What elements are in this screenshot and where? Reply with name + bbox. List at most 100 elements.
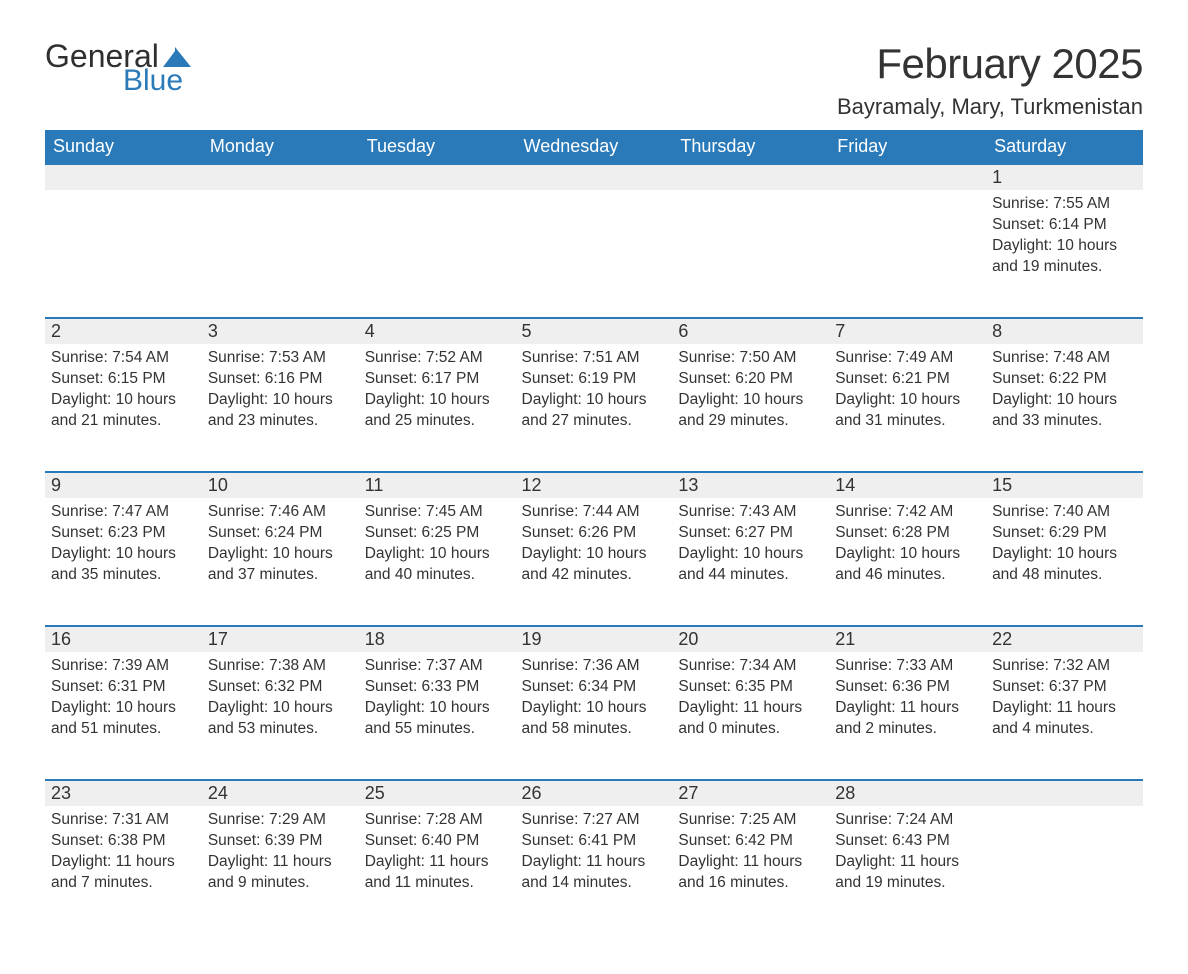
- day-number-cell: [202, 164, 359, 190]
- sunrise-line: Sunrise: 7:54 AM: [51, 348, 196, 369]
- day-body-cell: Sunrise: 7:47 AMSunset: 6:23 PMDaylight:…: [45, 498, 202, 626]
- sunset-line: Sunset: 6:24 PM: [208, 523, 353, 544]
- day-body-cell: Sunrise: 7:38 AMSunset: 6:32 PMDaylight:…: [202, 652, 359, 780]
- sunrise-line: Sunrise: 7:31 AM: [51, 810, 196, 831]
- sunset-line: Sunset: 6:31 PM: [51, 677, 196, 698]
- day-body-cell: Sunrise: 7:42 AMSunset: 6:28 PMDaylight:…: [829, 498, 986, 626]
- weekday-header: Sunday: [45, 130, 202, 164]
- day-number-cell: 25: [359, 780, 516, 806]
- sunrise-line: Sunrise: 7:29 AM: [208, 810, 353, 831]
- sunrise-line: Sunrise: 7:24 AM: [835, 810, 980, 831]
- sunrise-line: Sunrise: 7:53 AM: [208, 348, 353, 369]
- daylight-line: Daylight: 10 hours and 27 minutes.: [522, 390, 667, 432]
- day-body-cell: Sunrise: 7:43 AMSunset: 6:27 PMDaylight:…: [672, 498, 829, 626]
- day-number-row: 1: [45, 164, 1143, 190]
- day-number-cell: 4: [359, 318, 516, 344]
- sunrise-line: Sunrise: 7:28 AM: [365, 810, 510, 831]
- day-body-row: Sunrise: 7:39 AMSunset: 6:31 PMDaylight:…: [45, 652, 1143, 780]
- day-body-row: Sunrise: 7:47 AMSunset: 6:23 PM Daylight:…: [45, 498, 1143, 626]
- daylight-line: Daylight: 11 hours and 4 minutes.: [992, 698, 1137, 740]
- day-body-cell: Sunrise: 7:29 AMSunset: 6:39 PMDaylight:…: [202, 806, 359, 934]
- sunrise-line: Sunrise: 7:33 AM: [835, 656, 980, 677]
- sunrise-line: Sunrise: 7:38 AM: [208, 656, 353, 677]
- daylight-line: Daylight: 11 hours and 9 minutes.: [208, 852, 353, 894]
- day-number-row: 232425262728: [45, 780, 1143, 806]
- day-number-cell: 14: [829, 472, 986, 498]
- day-number-cell: [672, 164, 829, 190]
- daylight-line: Daylight: 11 hours and 2 minutes.: [835, 698, 980, 740]
- daylight-line: Daylight: 10 hours and 25 minutes.: [365, 390, 510, 432]
- day-body-cell: Sunrise: 7:34 AMSunset: 6:35 PMDaylight:…: [672, 652, 829, 780]
- sunset-line: Sunset: 6:14 PM: [992, 215, 1137, 236]
- day-number-cell: 22: [986, 626, 1143, 652]
- daylight-line: Daylight: 10 hours and 53 minutes.: [208, 698, 353, 740]
- sunset-line: Sunset: 6:33 PM: [365, 677, 510, 698]
- header: General Blue February 2025 Bayramaly, Ma…: [45, 40, 1143, 120]
- daylight-line: Daylight: 10 hours and 33 minutes.: [992, 390, 1137, 432]
- calendar-table: SundayMondayTuesdayWednesdayThursdayFrid…: [45, 130, 1143, 934]
- sunrise-line: Sunrise: 7:49 AM: [835, 348, 980, 369]
- day-number-cell: 18: [359, 626, 516, 652]
- day-number-cell: 5: [516, 318, 673, 344]
- day-number-row: 2345678: [45, 318, 1143, 344]
- day-number-cell: 1: [986, 164, 1143, 190]
- daylight-line: Daylight: 10 hours and 40 minutes.: [365, 544, 510, 586]
- title-block: February 2025 Bayramaly, Mary, Turkmenis…: [837, 40, 1143, 120]
- sunset-line: Sunset: 6:42 PM: [678, 831, 823, 852]
- day-number-cell: 12: [516, 472, 673, 498]
- daylight-line: Daylight: 10 hours and 37 minutes.: [208, 544, 353, 586]
- day-number-cell: 10: [202, 472, 359, 498]
- sunrise-line: Sunrise: 7:34 AM: [678, 656, 823, 677]
- day-number-cell: 26: [516, 780, 673, 806]
- logo-word2: Blue: [123, 66, 191, 96]
- day-body-cell: Sunrise: 7:25 AMSunset: 6:42 PMDaylight:…: [672, 806, 829, 934]
- day-body-cell: Sunrise: 7:55 AMSunset: 6:14 PMDaylight:…: [986, 190, 1143, 318]
- daylight-line: Daylight: 10 hours and 19 minutes.: [992, 236, 1137, 278]
- sunrise-line: Sunrise: 7:47 AM: [51, 502, 196, 523]
- day-number-cell: 3: [202, 318, 359, 344]
- sunrise-line: Sunrise: 7:55 AM: [992, 194, 1137, 215]
- logo: General Blue: [45, 40, 191, 96]
- sunrise-line: Sunrise: 7:32 AM: [992, 656, 1137, 677]
- day-number-cell: 9: [45, 472, 202, 498]
- daylight-line: Daylight: 10 hours and 21 minutes.: [51, 390, 196, 432]
- sunrise-line: Sunrise: 7:50 AM: [678, 348, 823, 369]
- day-body-cell: Sunrise: 7:50 AMSunset: 6:20 PMDaylight:…: [672, 344, 829, 472]
- daylight-line: Daylight: 10 hours and 48 minutes.: [992, 544, 1137, 586]
- sunset-line: Sunset: 6:23 PM: [51, 523, 196, 544]
- sunset-line: Sunset: 6:15 PM: [51, 369, 196, 390]
- day-body-cell: Sunrise: 7:31 AMSunset: 6:38 PMDaylight:…: [45, 806, 202, 934]
- day-body-cell: Sunrise: 7:44 AMSunset: 6:26 PMDaylight:…: [516, 498, 673, 626]
- sunset-line: Sunset: 6:37 PM: [992, 677, 1137, 698]
- daylight-line: Daylight: 10 hours and 51 minutes.: [51, 698, 196, 740]
- sunrise-line: Sunrise: 7:37 AM: [365, 656, 510, 677]
- sunrise-line: Sunrise: 7:39 AM: [51, 656, 196, 677]
- day-number-cell: [45, 164, 202, 190]
- day-number-cell: 21: [829, 626, 986, 652]
- day-number-cell: 19: [516, 626, 673, 652]
- day-body-cell: Sunrise: 7:40 AMSunset: 6:29 PMDaylight:…: [986, 498, 1143, 626]
- sunset-line: Sunset: 6:16 PM: [208, 369, 353, 390]
- daylight-line: Daylight: 11 hours and 16 minutes.: [678, 852, 823, 894]
- sunset-line: Sunset: 6:21 PM: [835, 369, 980, 390]
- day-number-cell: 11: [359, 472, 516, 498]
- sunrise-line: Sunrise: 7:42 AM: [835, 502, 980, 523]
- sunset-line: Sunset: 6:19 PM: [522, 369, 667, 390]
- day-body-cell: Sunrise: 7:54 AMSunset: 6:15 PMDaylight:…: [45, 344, 202, 472]
- day-number-cell: 2: [45, 318, 202, 344]
- sunrise-line: Sunrise: 7:51 AM: [522, 348, 667, 369]
- daylight-line: Daylight: 10 hours and 58 minutes.: [522, 698, 667, 740]
- weekday-header: Friday: [829, 130, 986, 164]
- day-body-cell: Sunrise: 7:49 AMSunset: 6:21 PMDaylight:…: [829, 344, 986, 472]
- sunset-line: Sunset: 6:35 PM: [678, 677, 823, 698]
- daylight-line: Daylight: 10 hours and 44 minutes.: [678, 544, 823, 586]
- day-number-cell: 6: [672, 318, 829, 344]
- day-body-cell: [672, 190, 829, 318]
- daylight-line: Daylight: 11 hours and 14 minutes.: [522, 852, 667, 894]
- sunset-line: Sunset: 6:36 PM: [835, 677, 980, 698]
- weekday-header-row: SundayMondayTuesdayWednesdayThursdayFrid…: [45, 130, 1143, 164]
- weekday-header: Saturday: [986, 130, 1143, 164]
- daylight-line: Daylight: 10 hours and 55 minutes.: [365, 698, 510, 740]
- sunset-line: Sunset: 6:20 PM: [678, 369, 823, 390]
- sunset-line: Sunset: 6:28 PM: [835, 523, 980, 544]
